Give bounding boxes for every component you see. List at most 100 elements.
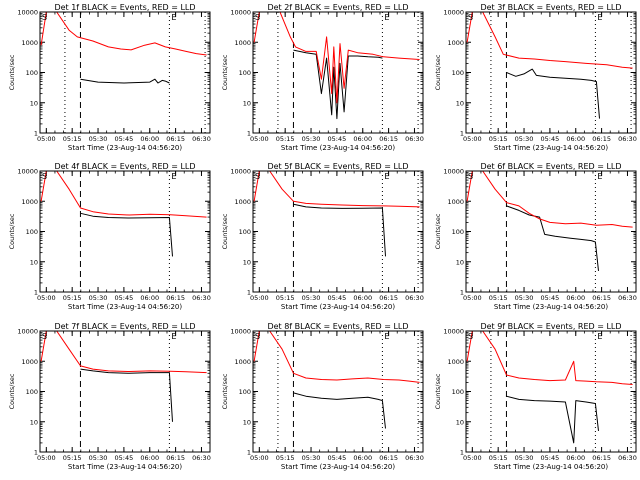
- x-tick-label: 06:30: [405, 135, 424, 143]
- y-tick-label: 1: [247, 289, 251, 297]
- panel-det-5: Det 5f BLACK = Events, RED = LLD Counts/s…: [221, 162, 424, 311]
- x-tick-label: 05:30: [302, 135, 321, 143]
- y-tick-label: 10: [30, 99, 38, 107]
- y-tick-label: 10000: [17, 168, 38, 176]
- y-tick-label: 1: [460, 449, 464, 457]
- series-group: [466, 331, 633, 444]
- x-tick-label: 05:30: [89, 454, 108, 462]
- y-axis-label: Counts/sec: [8, 54, 16, 90]
- series-lld-line: [466, 171, 633, 228]
- y-tick-label: 10000: [230, 328, 251, 336]
- panel-det-8: Det 8f BLACK = Events, RED = LLD Counts/s…: [221, 322, 424, 471]
- y-tick-label: 10000: [443, 328, 464, 336]
- end-mark: E: [384, 13, 389, 22]
- panel-title: Det 3f BLACK = Events, RED = LLD: [480, 3, 621, 12]
- y-tick-label: 100: [26, 228, 38, 236]
- y-tick-label: 10: [243, 258, 251, 266]
- x-tick-label: 06:15: [166, 135, 185, 143]
- x-axis-label: Start Time (23-Aug-14 04:56:20): [494, 463, 608, 471]
- y-tick-label: 1: [460, 130, 464, 138]
- x-tick-label: 05:45: [115, 294, 134, 302]
- x-tick-label: 05:15: [276, 294, 295, 302]
- panel-title: Det 2f BLACK = Events, RED = LLD: [267, 3, 408, 12]
- start-mark: S: [255, 172, 260, 181]
- x-tick-label: 06:00: [566, 135, 585, 143]
- x-tick-label: 06:30: [405, 454, 424, 462]
- y-axis-label: Counts/sec: [221, 373, 229, 409]
- x-tick-label: 06:30: [618, 454, 637, 462]
- y-tick-label: 1: [34, 449, 38, 457]
- y-tick-label: 10: [243, 418, 251, 426]
- x-tick-label: 05:30: [302, 294, 321, 302]
- x-tick-label: 06:00: [353, 135, 372, 143]
- start-mark: S: [42, 13, 47, 22]
- x-tick-label: 06:00: [140, 294, 159, 302]
- x-tick-label: 06:00: [566, 454, 585, 462]
- panel-title: Det 7f BLACK = Events, RED = LLD: [54, 322, 195, 331]
- y-tick-label: 10000: [230, 168, 251, 176]
- series-lld-line: [40, 331, 207, 374]
- x-tick-label: 06:00: [353, 294, 372, 302]
- x-axis-label: Start Time (23-Aug-14 04:56:20): [68, 303, 182, 311]
- x-tick-label: 06:15: [592, 135, 611, 143]
- y-tick-label: 10: [30, 258, 38, 266]
- x-tick-label: 05:15: [489, 294, 508, 302]
- x-tick-label: 05:15: [276, 454, 295, 462]
- x-tick-label: 05:30: [89, 294, 108, 302]
- series-events-line: [506, 68, 600, 119]
- panel-det-9: Det 9f BLACK = Events, RED = LLD Counts/s…: [434, 322, 637, 471]
- x-tick-label: 05:00: [250, 135, 269, 143]
- panel-det-3: Det 3f BLACK = Events, RED = LLD Counts/s…: [434, 3, 637, 152]
- series-events-line: [293, 49, 383, 120]
- x-tick-label: 05:45: [541, 454, 560, 462]
- series-lld-line: [466, 331, 633, 385]
- plot-frame: [39, 170, 211, 293]
- y-tick-label: 1: [460, 289, 464, 297]
- end-mark: E: [597, 13, 602, 22]
- panel-title: Det 9f BLACK = Events, RED = LLD: [480, 322, 621, 331]
- series-group: [40, 331, 207, 422]
- x-tick-label: 05:30: [302, 454, 321, 462]
- y-tick-label: 100: [452, 69, 464, 77]
- x-tick-label: 05:00: [37, 135, 56, 143]
- end-mark: E: [171, 332, 176, 341]
- x-tick-label: 06:30: [192, 454, 211, 462]
- x-tick-label: 06:00: [140, 135, 159, 143]
- plot-frame: [39, 330, 211, 453]
- plot-frame: [465, 11, 637, 134]
- y-tick-label: 1000: [21, 358, 38, 366]
- start-mark: S: [255, 13, 260, 22]
- x-axis-label: Start Time (23-Aug-14 04:56:20): [281, 303, 395, 311]
- y-axis-label: Counts/sec: [8, 373, 16, 409]
- y-tick-label: 10000: [230, 9, 251, 17]
- x-tick-label: 06:15: [379, 135, 398, 143]
- series-events-line: [506, 205, 599, 271]
- panel-title: Det 4f BLACK = Events, RED = LLD: [54, 162, 195, 171]
- start-mark: S: [255, 332, 260, 341]
- panel-title: Det 1f BLACK = Events, RED = LLD: [54, 3, 195, 12]
- plot-frame: [252, 11, 424, 134]
- x-tick-label: 06:15: [379, 294, 398, 302]
- y-tick-label: 1000: [447, 39, 464, 47]
- series-group: [253, 331, 420, 429]
- series-group: [466, 12, 633, 119]
- x-tick-label: 05:45: [328, 294, 347, 302]
- panel-title: Det 6f BLACK = Events, RED = LLD: [480, 162, 621, 171]
- x-tick-label: 05:00: [463, 135, 482, 143]
- y-axis-label: Counts/sec: [434, 373, 442, 409]
- y-tick-label: 1000: [447, 358, 464, 366]
- x-tick-label: 05:30: [89, 135, 108, 143]
- x-tick-label: 06:15: [592, 454, 611, 462]
- end-mark: E: [597, 172, 602, 181]
- x-tick-label: 05:45: [328, 135, 347, 143]
- x-tick-label: 05:30: [515, 135, 534, 143]
- x-tick-label: 06:00: [353, 454, 372, 462]
- y-tick-label: 10000: [17, 9, 38, 17]
- start-mark: S: [468, 332, 473, 341]
- series-events-line: [80, 78, 170, 84]
- x-tick-label: 06:15: [379, 454, 398, 462]
- x-axis-label: Start Time (23-Aug-14 04:56:20): [494, 144, 608, 152]
- y-tick-label: 100: [26, 69, 38, 77]
- x-axis-label: Start Time (23-Aug-14 04:56:20): [68, 144, 182, 152]
